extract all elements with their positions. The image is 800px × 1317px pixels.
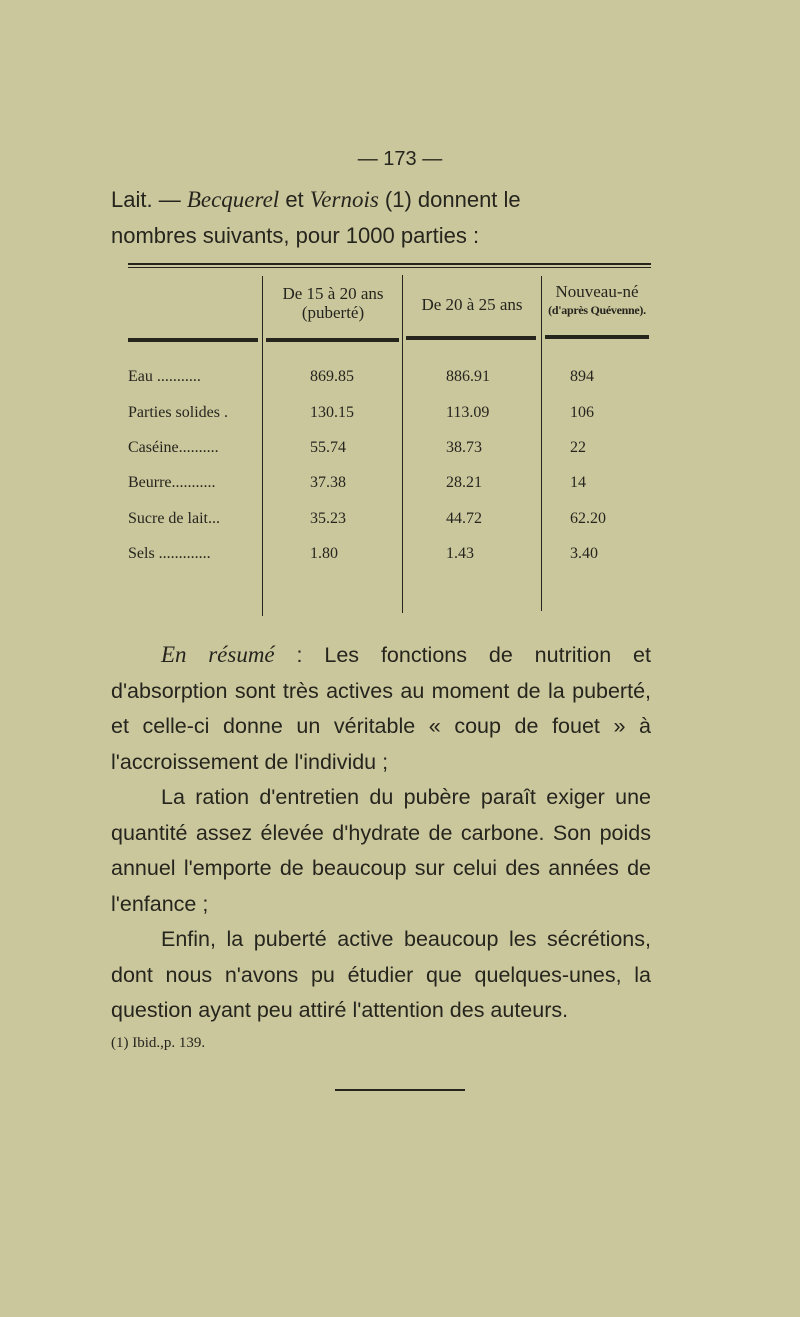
column-header: Nouveau-né (d'après Quévenne). <box>543 282 651 320</box>
table-top-rule <box>128 263 651 265</box>
row-label: Eau ........... <box>128 368 201 385</box>
table-cell: 1.80 <box>310 545 338 562</box>
table-cell: 55.74 <box>310 439 346 456</box>
end-rule <box>335 1088 465 1091</box>
author: Vernois <box>309 187 379 212</box>
table-cell: 886.91 <box>446 368 490 385</box>
header-line: (puberté) <box>301 303 365 322</box>
table-cell: 37.38 <box>310 474 346 491</box>
table-cell: 894 <box>570 368 594 385</box>
table-cell: 28.21 <box>446 474 482 491</box>
table-cell: 3.40 <box>570 545 598 562</box>
dash: — <box>152 187 187 212</box>
paragraph: En résumé : Les fonctions de nutrition e… <box>111 637 651 780</box>
paragraph: Enfin, la puberté active beaucoup les sé… <box>111 927 651 1022</box>
footnote: (1) Ibid.,p. 139. <box>111 1034 206 1051</box>
row-label: Sels ............. <box>128 545 211 562</box>
header-rule <box>545 335 649 339</box>
column-divider <box>402 275 403 613</box>
author: Becquerel <box>186 187 280 212</box>
table-top-rule <box>128 267 651 268</box>
column-header: De 15 à 20 ans (puberté) <box>264 284 402 322</box>
italic-lead: En résumé <box>161 642 275 667</box>
header-line: Nouveau-né <box>555 282 639 301</box>
paragraph: La ration d'entretien du pubère paraît e… <box>111 785 651 916</box>
table-cell: 869.85 <box>310 368 354 385</box>
table-cell: 130.15 <box>310 404 354 421</box>
page-number: — 173 — <box>357 148 443 170</box>
section-title: Lait. <box>111 187 153 212</box>
row-label: Beurre........... <box>128 474 216 491</box>
table-cell: 62.20 <box>570 510 606 527</box>
paragraph-text: : Les fonctions de nutrition et d'absorp… <box>111 643 651 774</box>
table-cell: 35.23 <box>310 510 346 527</box>
table-cell: 44.72 <box>446 510 482 527</box>
column-divider <box>262 276 263 616</box>
table-cell: 106 <box>570 404 594 421</box>
table-cell: 113.09 <box>446 404 490 421</box>
row-label: Sucre de lait... <box>128 510 220 527</box>
row-label: Caséine.......... <box>128 439 219 456</box>
row-label: Parties solides . <box>128 404 228 421</box>
header-rule <box>406 336 536 340</box>
intro-line-2: nombres suivants, pour 1000 parties : <box>111 223 480 248</box>
column-divider <box>541 276 542 611</box>
header-rule <box>128 338 258 342</box>
table-cell: 22 <box>570 439 586 456</box>
header-rule <box>266 338 399 342</box>
header-line: (d'après Quévenne). <box>548 303 646 317</box>
intro-line-1: Lait. — Becquerel et Vernois (1) donnent… <box>111 187 521 213</box>
table-cell: 14 <box>570 474 586 491</box>
header-line: De 20 à 25 ans <box>421 295 523 314</box>
header-line: De 15 à 20 ans <box>282 284 384 303</box>
body-text: En résumé : Les fonctions de nutrition e… <box>111 637 651 1091</box>
table-cell: 38.73 <box>446 439 482 456</box>
table-cell: 1.43 <box>446 545 474 562</box>
intro-text: (1) donnent le <box>378 187 521 212</box>
conjunction: et <box>279 187 310 212</box>
column-header: De 20 à 25 ans <box>404 295 540 314</box>
